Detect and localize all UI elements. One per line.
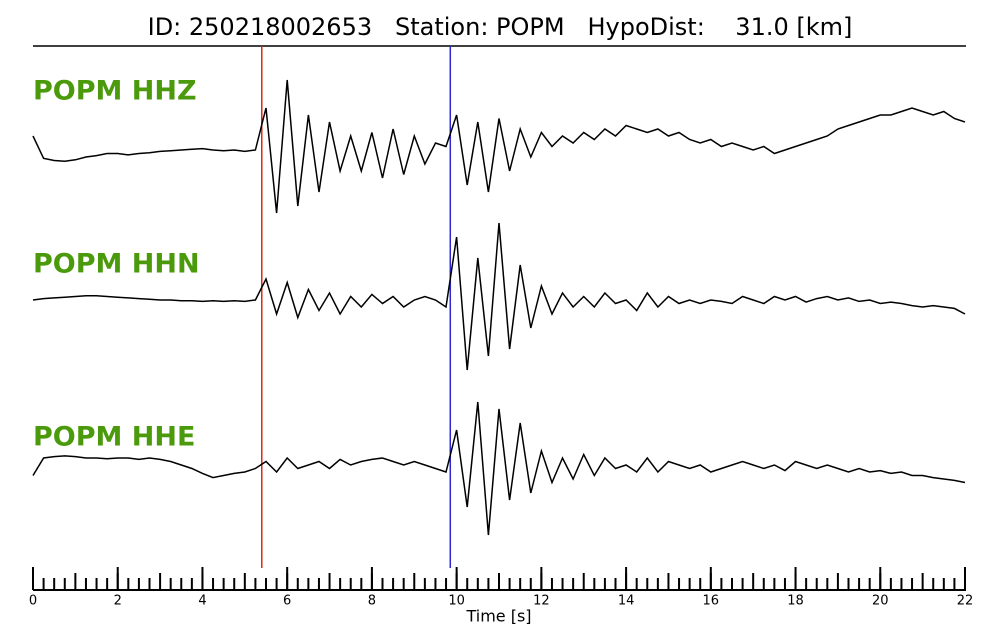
- x-tick-label: 2: [114, 594, 122, 609]
- trace: [32, 401, 966, 536]
- trace-label: POPM HHZ: [33, 76, 197, 107]
- x-tick-label: 22: [957, 594, 974, 609]
- x-tick-label: 16: [703, 594, 720, 609]
- x-tick-label: 14: [618, 594, 635, 609]
- x-axis-label: Time [s]: [465, 607, 531, 626]
- x-tick-label: 18: [787, 594, 804, 609]
- x-tick-label: 0: [29, 594, 37, 609]
- trace: [32, 222, 966, 371]
- chart-title: ID: 250218002653 Station: POPM HypoDist:…: [148, 13, 853, 41]
- x-tick-label: 8: [368, 594, 376, 609]
- trace-label: POPM HHN: [33, 249, 200, 280]
- x-tick-label: 12: [533, 594, 550, 609]
- x-tick-label: 6: [283, 594, 291, 609]
- trace: [32, 79, 966, 214]
- trace-label: POPM HHE: [33, 422, 195, 453]
- x-tick-label: 10: [448, 594, 465, 609]
- x-tick-label: 4: [198, 594, 206, 609]
- x-tick-label: 20: [872, 594, 889, 609]
